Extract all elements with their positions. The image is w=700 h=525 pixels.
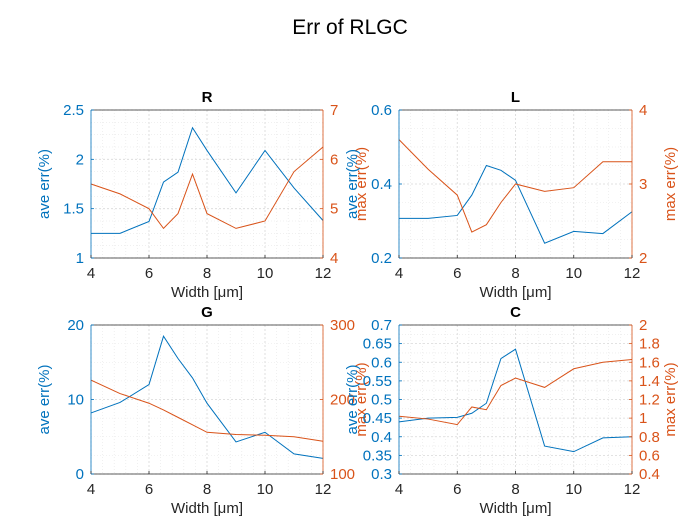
- right-y-tick-label: 0.6: [639, 447, 660, 464]
- right-y-axis-label: max err(%): [353, 362, 370, 436]
- ave-err-line: [399, 164, 633, 244]
- left-y-tick-label: 0.4: [371, 176, 392, 193]
- right-y-tick-label: 5: [330, 201, 338, 218]
- subplot-title: G: [201, 304, 213, 321]
- right-y-tick-label: 2: [639, 250, 647, 267]
- right-y-axis-label: max err(%): [662, 147, 679, 221]
- right-y-tick-label: 4: [330, 250, 338, 267]
- subplot-l: 4 6 8 10 12 0.2 0.4 0.6 2 3 4 L Width [μm] ave err(%)…: [344, 89, 679, 301]
- x-axis-label: Width [μm]: [171, 500, 243, 517]
- right-y-tick-label: 1.2: [639, 392, 660, 409]
- right-y-tick-label: 100: [330, 466, 355, 483]
- left-y-axis-label: ave err(%): [36, 364, 53, 434]
- right-y-tick-label: 2: [639, 317, 647, 334]
- right-y-tick-label: 300: [330, 317, 355, 334]
- left-y-tick-label: 0.3: [371, 466, 392, 483]
- right-y-axis-label: max err(%): [662, 362, 679, 436]
- x-tick-label: 4: [87, 265, 95, 282]
- x-tick-label: 4: [87, 481, 95, 498]
- left-y-axis-label: ave err(%): [344, 364, 361, 434]
- right-y-tick-label: 1.4: [639, 373, 660, 390]
- x-tick-label: 8: [511, 481, 519, 498]
- x-tick-label: 10: [565, 265, 582, 282]
- subplot-title: C: [510, 304, 521, 321]
- x-tick-label: 8: [203, 481, 211, 498]
- left-y-tick-label: 0.7: [371, 317, 392, 334]
- x-tick-label: 8: [203, 265, 211, 282]
- right-y-tick-label: 1: [639, 410, 647, 427]
- right-y-tick-label: 3: [639, 176, 647, 193]
- x-tick-label: 6: [145, 481, 153, 498]
- x-axis-label: Width [μm]: [480, 500, 552, 517]
- x-tick-label: 10: [257, 481, 274, 498]
- subplot-r: 4 6 8 10 12 1 1.5 2 2.5 4 5 6 7 R Width [μm] ave err(%)…: [36, 89, 370, 301]
- ave-err-line: [91, 126, 324, 234]
- x-tick-label: 6: [453, 265, 461, 282]
- subplot-c: 4 6 8 10 120.30.350.40.450.50.550.60.650.70.…: [344, 304, 679, 517]
- x-tick-label: 4: [395, 265, 403, 282]
- right-y-tick-label: 1.8: [639, 336, 660, 353]
- max-err-line: [90, 379, 324, 442]
- left-y-tick-label: 20: [67, 317, 84, 334]
- x-axis-label: Width [μm]: [171, 284, 243, 301]
- x-tick-label: 10: [257, 265, 274, 282]
- left-y-axis-label: ave err(%): [36, 149, 53, 219]
- x-tick-label: 12: [315, 481, 332, 498]
- left-y-tick-label: 0: [76, 466, 84, 483]
- left-y-tick-label: 2: [76, 151, 84, 168]
- x-tick-label: 6: [453, 481, 461, 498]
- left-y-tick-label: 1: [76, 250, 84, 267]
- left-y-tick-label: 0.35: [363, 447, 392, 464]
- subplot-title: L: [511, 89, 520, 106]
- max-err-line: [90, 146, 324, 230]
- left-y-tick-label: 1.5: [63, 201, 84, 218]
- x-tick-label: 10: [565, 481, 582, 498]
- left-y-tick-label: 0.6: [371, 354, 392, 371]
- x-tick-label: 6: [145, 265, 153, 282]
- figure-title: Err of RLGC: [292, 16, 408, 39]
- right-y-tick-label: 4: [639, 102, 647, 119]
- x-tick-label: 12: [624, 481, 641, 498]
- right-y-tick-label: 0.8: [639, 429, 660, 446]
- left-y-tick-label: 2.5: [63, 102, 84, 119]
- subplot-g: 4 6 8 10 12 0 10 20 100 200 300 G Width [μm] ave err(…: [36, 304, 370, 517]
- ave-err-line: [398, 348, 633, 453]
- left-y-tick-label: 10: [67, 392, 84, 409]
- max-err-line: [398, 358, 633, 426]
- x-tick-label: 12: [624, 265, 641, 282]
- right-y-tick-label: 7: [330, 102, 338, 119]
- right-y-tick-label: 6: [330, 151, 338, 168]
- left-y-tick-label: 0.6: [371, 102, 392, 119]
- left-y-tick-label: 0.5: [371, 392, 392, 409]
- left-y-tick-label: 0.4: [371, 429, 392, 446]
- ave-err-line: [90, 334, 324, 459]
- right-y-tick-label: 1.6: [639, 354, 660, 371]
- left-y-tick-label: 0.65: [363, 336, 392, 353]
- left-y-tick-label: 0.2: [371, 250, 392, 267]
- x-axis-label: Width [μm]: [480, 284, 552, 301]
- left-y-tick-label: 0.55: [363, 373, 392, 390]
- right-y-tick-label: 0.4: [639, 466, 660, 483]
- x-tick-label: 8: [511, 265, 519, 282]
- right-y-tick-label: 200: [330, 392, 355, 409]
- left-y-axis-label: ave err(%): [344, 149, 361, 219]
- max-err-line: [398, 139, 632, 233]
- x-tick-label: 4: [395, 481, 403, 498]
- subplot-title: R: [202, 89, 213, 106]
- left-y-tick-label: 0.45: [363, 410, 392, 427]
- right-y-axis-label: max err(%): [353, 147, 370, 221]
- x-tick-label: 12: [315, 265, 332, 282]
